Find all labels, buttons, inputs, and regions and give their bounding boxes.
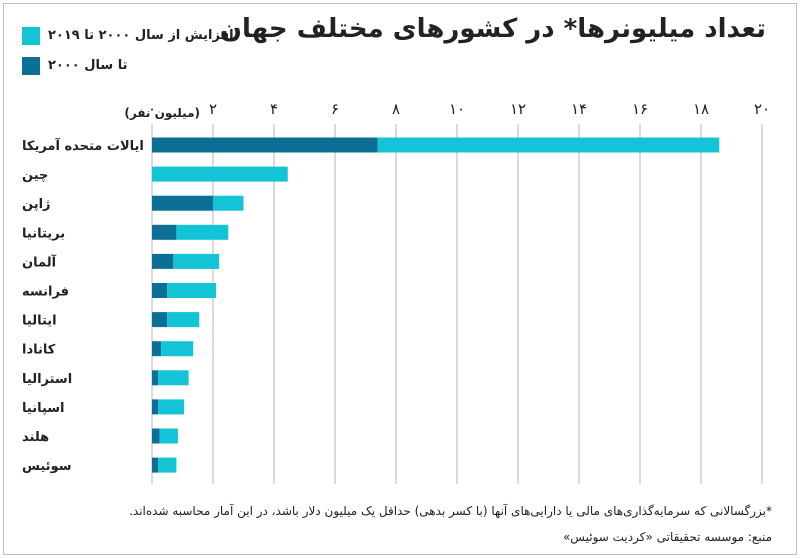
legend-swatch-increase [22,27,40,45]
bar-segment-base [152,312,168,328]
x-tick-label: ۸ [392,100,400,118]
bar-segment-increase [159,428,178,444]
bar-segment-base [152,399,159,415]
legend-swatch-base [22,57,40,75]
footnote: *بزرگسالانی که سرمایه‌گذاری‌های مالی یا … [129,504,772,518]
category-label: فرانسه [22,285,69,300]
bar-segment-increase [377,137,720,153]
bar-segment-increase [176,224,229,240]
source-note: منبع: موسسه تحقیقاتی «کردیت سوئیس» [562,530,772,544]
legend: افزایش از سال ۲۰۰۰ تا ۲۰۱۹ تا سال ۲۰۰۰ [22,27,252,87]
legend-label-increase: افزایش از سال ۲۰۰۰ تا ۲۰۱۹ [48,28,234,43]
x-tick-label: ۴ [270,100,278,118]
bar-segment-base [152,457,159,473]
legend-item-increase: افزایش از سال ۲۰۰۰ تا ۲۰۱۹ [22,27,252,57]
category-label: ایتالیا [22,314,57,329]
category-label: چین [22,168,48,183]
x-tick-label: ۲ [209,100,217,118]
bar-segment-increase [158,370,189,386]
x-tick-label: ۱۰ [449,100,465,118]
chart-title: تعداد میلیونرها* در کشورهای مختلف جهان [219,14,766,44]
legend-item-base: تا سال ۲۰۰۰ [22,57,252,87]
x-tick-label: ۱۸ [693,100,709,118]
bar-segment-increase [167,283,217,298]
x-tick-label: ۶ [331,100,339,118]
category-label: استرالیا [22,372,72,387]
category-label: کانادا [22,343,56,358]
x-axis-unit-label: (میلیون نفر) [124,106,200,120]
bar-segment-increase [158,457,177,473]
bar-segment-base [152,195,213,211]
category-label: سوئیس [22,459,72,474]
bar-segment-increase [161,341,194,357]
chart-frame [3,3,797,555]
bar-segment-increase [213,195,244,211]
category-label: ایالات متحده آمریکا [22,137,144,154]
bar-segment-base [152,224,177,240]
category-label: ژاپن [22,197,51,212]
x-tick-label: ۱۲ [510,100,526,118]
bar-segment-increase [158,399,185,415]
category-label: بریتانیا [22,226,65,241]
bar-segment-base [152,283,168,298]
category-label: اسپانیا [22,401,65,416]
bar-segment-base [152,253,174,269]
legend-label-base: تا سال ۲۰۰۰ [48,58,128,73]
bar-segment-increase [173,253,220,269]
bar-segment-base [152,137,378,153]
x-tick-label: ۲۰ [754,100,770,118]
x-tick-label: ۰ [148,100,156,118]
bar-segment-base [152,341,162,357]
bar-segment-base [152,428,160,444]
bar-segment-increase [167,312,200,328]
bar-segment-base [152,370,159,386]
bar-segment-increase [152,166,288,182]
category-label: آلمان [22,253,57,270]
category-label: هلند [22,430,49,445]
x-tick-label: ۱۶ [632,100,648,118]
x-tick-label: ۱۴ [571,100,587,118]
